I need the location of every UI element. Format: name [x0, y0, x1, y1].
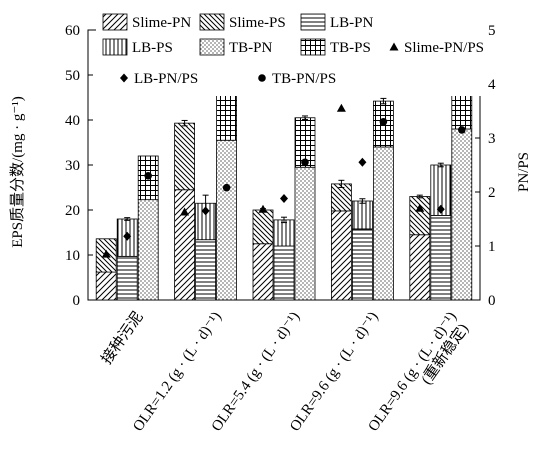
bar-tb-pn [137, 199, 159, 301]
bar-lb-pn [351, 228, 373, 301]
y-tick-label: 20 [65, 203, 80, 219]
legend-swatch [300, 38, 326, 56]
bar-slime-pn [95, 271, 117, 301]
x-tick-label: OLR=5.4 (g · (L · d)⁻¹) [209, 309, 304, 434]
bar-slime-ps [252, 209, 274, 245]
legend-swatch [300, 13, 326, 31]
y2-tick-label: 3 [488, 131, 496, 147]
bar-tb-pn [216, 139, 238, 301]
legend-label: LB-PN [330, 15, 374, 31]
point-lb-pn-ps [123, 231, 132, 241]
legend: Slime-PN Slime-PS LB-PN LB-PS TB-PN TB-PS Slim… [96, 12, 484, 96]
y2-tick-label: 5 [488, 23, 496, 39]
bar-slime-pn [409, 234, 431, 301]
point-tb-pn-ps [379, 118, 388, 126]
legend-label: Slime-PN/PS [404, 40, 484, 56]
bar-lb-pn [273, 245, 295, 301]
y2-tick-label: 0 [488, 293, 496, 309]
x-tick-label: 接种污泥 [98, 309, 146, 368]
point-tb-pn-ps [222, 183, 231, 192]
legend-label: Slime-PN [132, 15, 191, 31]
point-lb-pn-ps [358, 157, 367, 167]
x-tick-label: OLR=9.6 (g · (L · d)⁻¹) [287, 309, 382, 434]
legend-swatch [102, 13, 128, 31]
point-lb-pn-ps [436, 204, 445, 214]
bar-lb-ps [273, 219, 295, 247]
bars [95, 56, 473, 301]
point-lb-pn-ps [280, 193, 288, 203]
point-tb-pn-ps [301, 158, 309, 167]
bar-slime-pn [330, 210, 352, 301]
y-axis-label: EPS质量分数/(mg · g⁻¹) [9, 96, 26, 248]
legend-swatch [102, 38, 128, 56]
legend-label: LB-PN/PS [134, 71, 198, 87]
y2-tick-label: 4 [488, 77, 496, 93]
bar-lb-pn [430, 214, 452, 301]
legend-label: TB-PN/PS [272, 71, 336, 87]
legend-swatch [199, 13, 225, 31]
legend-swatch [199, 38, 225, 56]
y-tick-label: 0 [73, 293, 81, 309]
legend-label: TB-PN [229, 40, 273, 56]
x-tick-label: OLR=1.2 (g · (L · d)⁻¹) [130, 309, 225, 434]
bar-tb-pn [294, 166, 316, 301]
point-slime-pn-ps [258, 204, 268, 213]
legend-marker [389, 42, 399, 51]
legend-label: Slime-PS [229, 15, 286, 31]
point-lb-pn-ps [201, 206, 210, 216]
y2-tick-label: 2 [488, 185, 496, 201]
bar-slime-ps [409, 196, 431, 236]
point-slime-pn-ps [415, 203, 425, 212]
y2-tick-label: 1 [488, 239, 496, 255]
legend-label: TB-PS [330, 40, 371, 56]
y-tick-label: 50 [65, 68, 80, 84]
y-tick-label: 40 [65, 113, 80, 129]
bar-slime-pn [252, 243, 274, 301]
bar-lb-pn [116, 255, 138, 301]
x-tick-label: OLR=9.6 (g · (L · d)⁻¹) [366, 309, 461, 434]
bar-slime-ps [174, 122, 196, 191]
y-tick-label: 10 [65, 248, 80, 264]
point-slime-pn-ps [101, 249, 111, 258]
bar-slime-pn [174, 189, 196, 301]
y2-axis-label: PN/PS [516, 152, 532, 192]
point-slime-pn-ps [180, 207, 190, 216]
legend-marker [258, 74, 266, 82]
bar-tb-pn [451, 128, 473, 301]
bar-lb-pn [195, 239, 217, 301]
bar-tb-pn [372, 146, 394, 301]
point-tb-pn-ps [144, 172, 152, 180]
bar-lb-ps [351, 200, 373, 230]
y-tick-label: 60 [65, 23, 80, 39]
point-tb-pn-ps [458, 126, 466, 134]
ratio-points [101, 103, 466, 258]
legend-marker [120, 73, 128, 83]
y-tick-label: 30 [65, 158, 80, 174]
point-slime-pn-ps [336, 103, 346, 112]
legend-label: LB-PS [132, 40, 173, 56]
legend-background [96, 12, 484, 96]
